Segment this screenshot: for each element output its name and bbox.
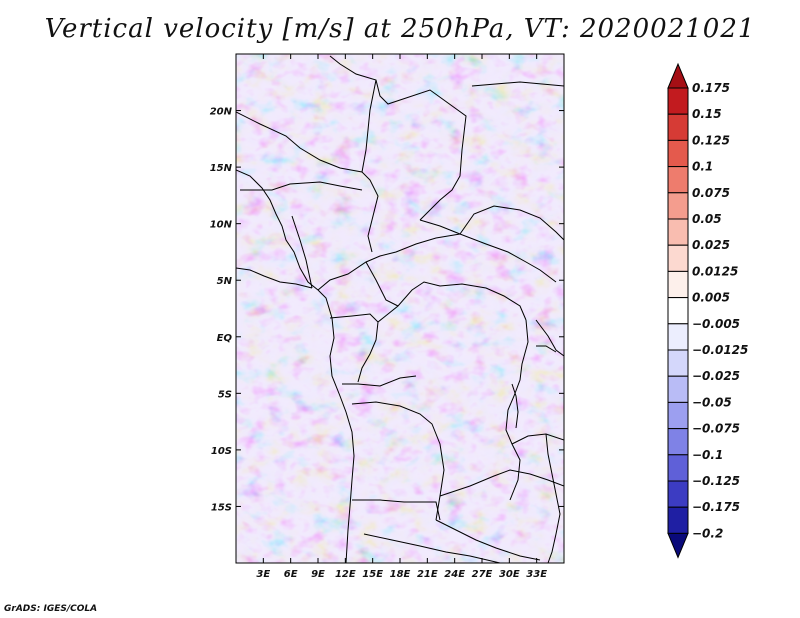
- country-borders: [236, 55, 564, 563]
- latitude-axis: 20N 15N 10N 5N EQ 5S 10S 15S: [210, 107, 564, 513]
- x-tick-label: 9E: [311, 569, 325, 580]
- colorbar-segment: [667, 323, 689, 351]
- y-tick-label: 15S: [211, 502, 232, 513]
- y-tick-label: 10N: [210, 220, 233, 231]
- y-tick-label: 5S: [218, 389, 232, 400]
- x-tick-label: 15E: [362, 569, 383, 580]
- y-tick-label: 20N: [210, 107, 233, 118]
- colorbar-label: −0.0125: [692, 343, 748, 357]
- longitude-axis: 3E 6E 9E 12E 15E 18E 21E 24E 27E 30E 33E: [256, 54, 547, 580]
- colorbar-label: −0.175: [692, 500, 740, 514]
- colorbar-label: 0.0125: [692, 264, 738, 278]
- colorbar: 0.175 0.15 0.125 0.1 0.075 0.05 0.025 0.0125 0.0…: [667, 62, 748, 559]
- colorbar-segment: [667, 375, 689, 403]
- x-tick-label: 12E: [335, 569, 356, 580]
- colorbar-segment: [667, 349, 689, 377]
- y-tick-label: EQ: [217, 333, 233, 344]
- colorbar-segment: [667, 480, 689, 508]
- colorbar-segment: [667, 270, 689, 299]
- velocity-field: [236, 54, 564, 563]
- colorbar-segment: [667, 428, 689, 456]
- colorbar-label: −0.025: [692, 369, 740, 383]
- colorbar-label: 0.1: [692, 160, 713, 174]
- chart-title: Vertical velocity [m/s] at 250hPa, VT: 2…: [44, 14, 756, 44]
- colorbar-segment: [667, 192, 689, 220]
- colorbar-segment: [667, 297, 689, 325]
- x-tick-label: 6E: [284, 569, 298, 580]
- colorbar-segment: [667, 166, 689, 194]
- colorbar-label: −0.1: [692, 448, 723, 462]
- x-tick-label: 27E: [472, 569, 493, 580]
- y-tick-label: 10S: [211, 446, 232, 457]
- x-tick-label: 18E: [390, 569, 411, 580]
- colorbar-label: −0.125: [692, 474, 740, 488]
- colorbar-label: 0.05: [692, 212, 722, 226]
- colorbar-label: 0.005: [692, 291, 730, 305]
- x-tick-label: 30E: [499, 569, 520, 580]
- colorbar-label: 0.075: [692, 186, 730, 200]
- y-tick-label: 15N: [210, 163, 233, 174]
- colorbar-label: −0.05: [692, 395, 732, 409]
- colorbar-segment: [667, 401, 689, 430]
- colorbar-label: 0.025: [692, 238, 730, 252]
- colorbar-label: −0.075: [692, 422, 740, 436]
- colorbar-segment: [667, 244, 689, 272]
- colorbar-segment: [667, 506, 689, 534]
- colorbar-bottom-triangle: [667, 532, 689, 559]
- x-tick-label: 33E: [526, 569, 547, 580]
- y-tick-label: 5N: [217, 276, 233, 287]
- x-tick-label: 24E: [444, 569, 465, 580]
- colorbar-label: −0.005: [692, 317, 740, 331]
- colorbar-segment: [667, 139, 689, 168]
- colorbar-segment: [667, 218, 689, 246]
- colorbar-segment: [667, 87, 689, 115]
- colorbar-top-triangle: [667, 62, 689, 89]
- colorbar-label: −0.2: [692, 526, 723, 540]
- colorbar-label: 0.175: [692, 81, 730, 95]
- colorbar-label: 0.15: [692, 107, 722, 121]
- grads-credit: GrADS: IGES/COLA: [4, 604, 98, 614]
- colorbar-label: 0.125: [692, 133, 730, 147]
- x-tick-label: 3E: [256, 569, 270, 580]
- colorbar-segment: [667, 454, 689, 482]
- x-tick-label: 21E: [417, 569, 438, 580]
- colorbar-segment: [667, 113, 689, 141]
